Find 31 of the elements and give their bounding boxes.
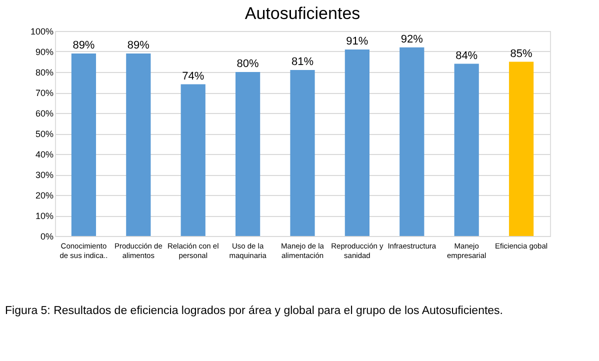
y-tick-label: 30%: [35, 170, 54, 180]
data-label: 84%: [456, 50, 478, 62]
bar: [344, 49, 370, 236]
bar: [508, 62, 534, 236]
y-tick-label: 20%: [35, 190, 54, 200]
y-tick-label: 50%: [35, 129, 54, 139]
data-label: 74%: [182, 70, 204, 82]
data-label: 92%: [400, 33, 424, 46]
bar: [180, 84, 206, 236]
data-label: 80%: [236, 58, 260, 70]
text: Figura 5: Resultados de eficiencia logrados por área y global para el grupo de los Autosuficientes.: [5, 305, 503, 317]
y-tick-label: 100%: [30, 26, 54, 36]
y-tick-label: 80%: [35, 68, 54, 78]
bar: [454, 64, 479, 236]
bar: [235, 72, 260, 236]
y-tick-label: 70%: [35, 88, 54, 98]
bar: [400, 47, 424, 236]
y-tick-label: 40%: [35, 150, 54, 160]
chart-title: Autosuficientes: [244, 4, 360, 23]
y-tick-label: 60%: [35, 108, 54, 118]
data-label: 89%: [127, 40, 150, 52]
bar: [126, 54, 151, 236]
y-tick-label: 90%: [35, 47, 54, 57]
y-tick-label: 0%: [40, 232, 54, 242]
data-label: 85%: [510, 48, 533, 60]
bar: [290, 70, 315, 236]
bar: [71, 54, 96, 236]
data-label: 81%: [291, 56, 314, 68]
data-label: 89%: [72, 40, 95, 52]
data-label: 91%: [346, 35, 368, 48]
y-tick-label: 10%: [35, 211, 54, 221]
